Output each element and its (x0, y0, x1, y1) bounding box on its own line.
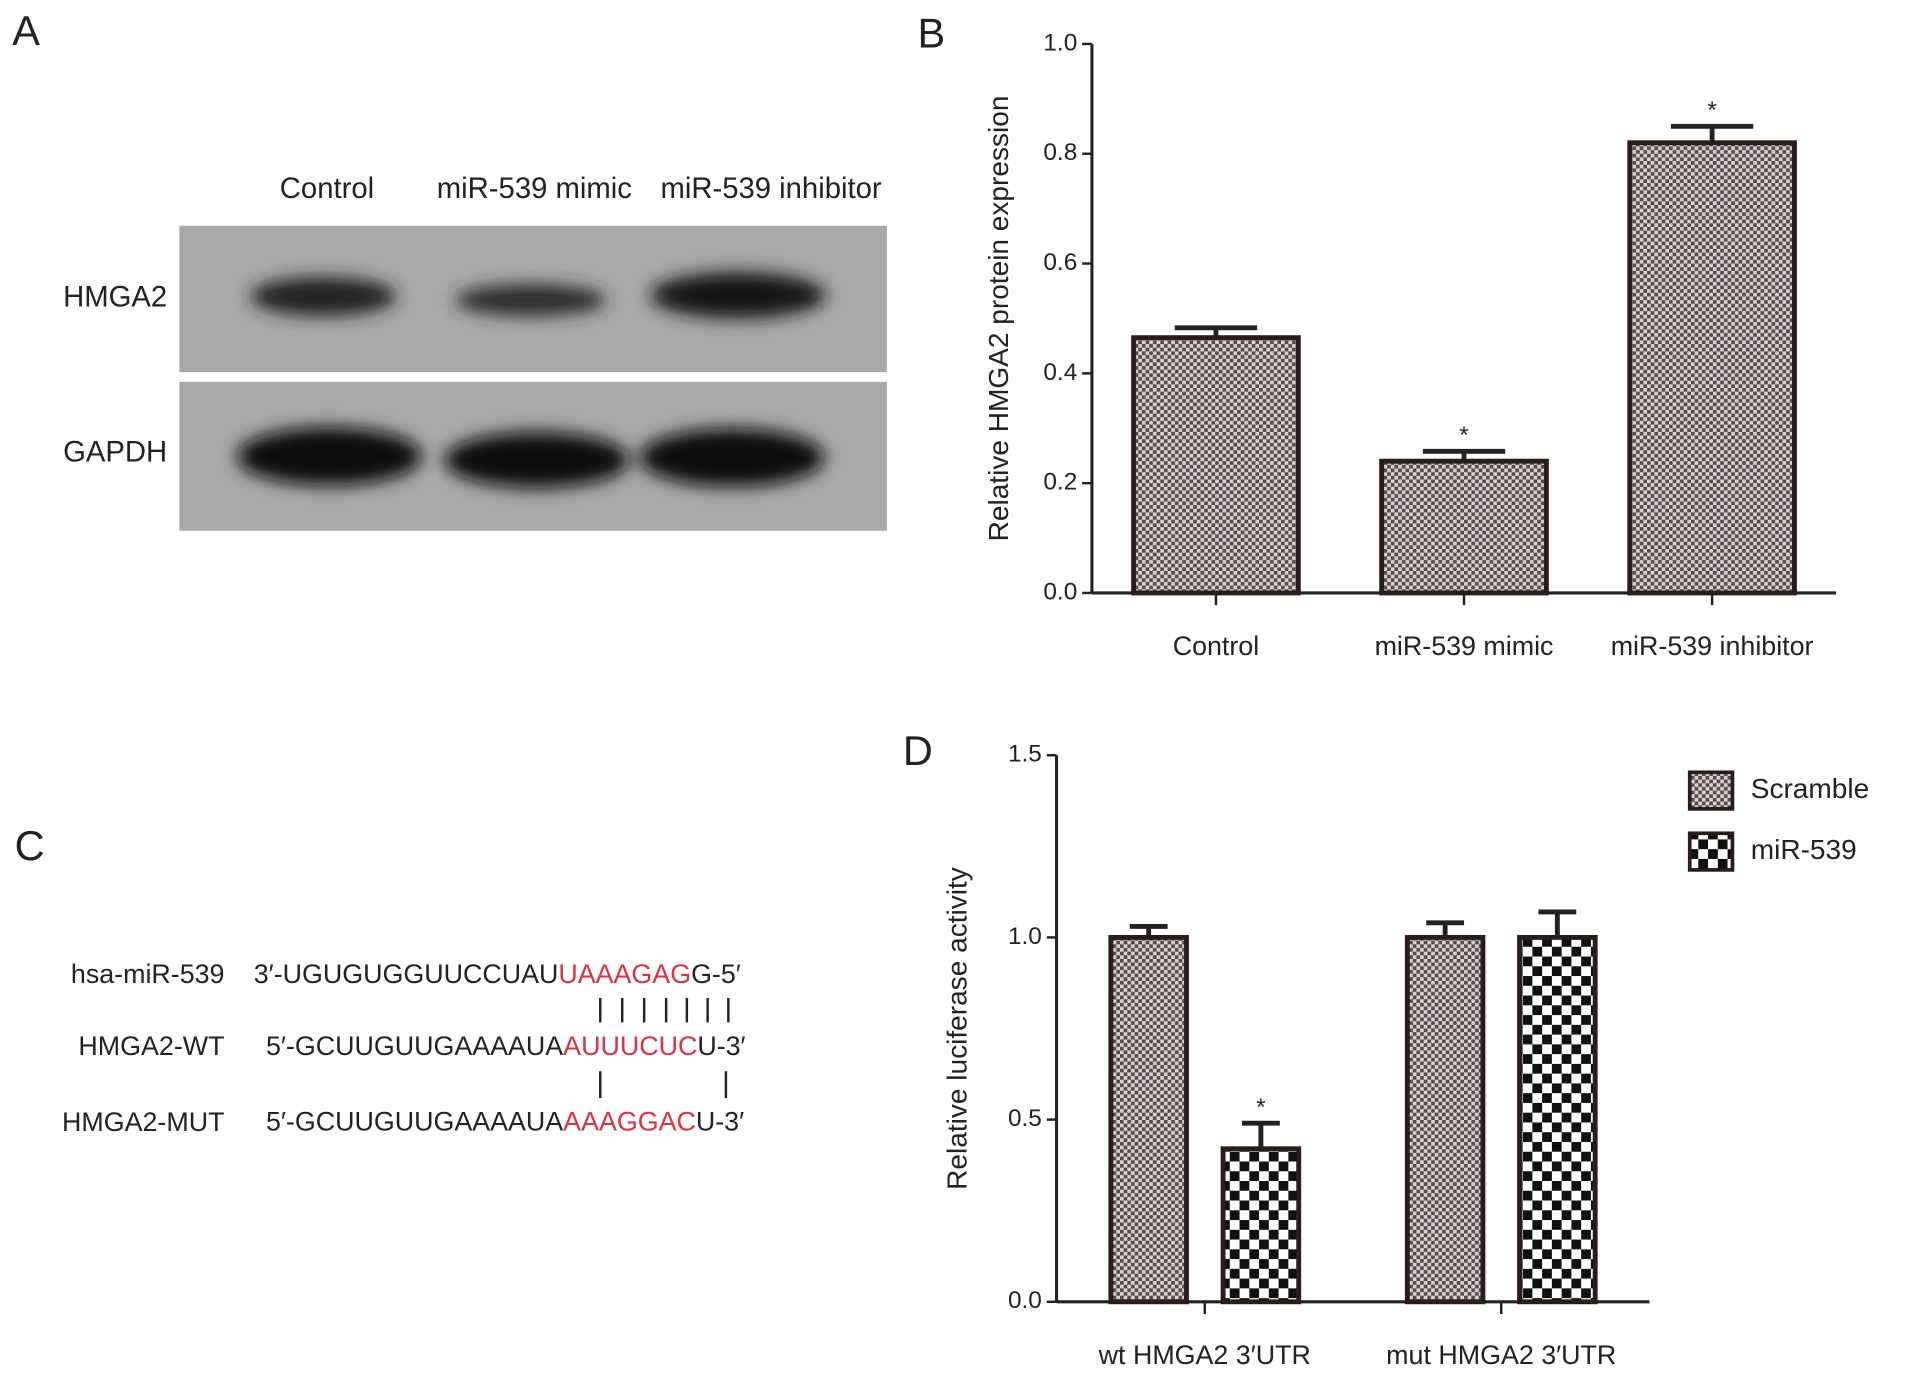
legend-label: Scramble (1751, 773, 1869, 804)
sequence-alignment: hsa-miR-539 3′-UGUGUGGUUCCUAUUAAAGAGG-5′ H… (62, 959, 746, 1137)
sequence-part: 5′-GCUUGUUGAAAAUA (266, 1107, 563, 1137)
sequence-part: U-3′ (696, 1107, 744, 1137)
y-tick-label: 0.8 (1043, 139, 1077, 166)
sequence-part: 3′-UGUGUGGUUCCUAU (254, 959, 559, 989)
panel-letter: A (12, 7, 40, 54)
y-tick-label: 0.6 (1043, 249, 1077, 276)
sequence-part: G-5′ (691, 959, 741, 989)
pairing-lines (599, 998, 730, 1099)
bar (1220, 1146, 1302, 1305)
bar (1404, 934, 1486, 1305)
row-label: GAPDH (63, 436, 167, 469)
bar (1131, 335, 1301, 596)
y-axis-label: Relative HMGA2 protein expression (983, 96, 1014, 542)
x-tick-label: Control (1173, 631, 1259, 661)
y-tick-label: 0.2 (1043, 469, 1077, 496)
sequence: 5′-GCUUGUUGAAAAUAAUUUCUCU-3′ (266, 1031, 746, 1061)
y-tick-label: 1.0 (1043, 29, 1077, 56)
bar (1108, 934, 1189, 1305)
sequence-name: hsa-miR-539 (71, 959, 225, 989)
legend-swatch (1687, 770, 1735, 811)
blot (179, 225, 887, 531)
x-tick-label: miR-539 inhibitor (1611, 631, 1814, 661)
significance-mark: * (1707, 97, 1717, 124)
sequence-name: HMGA2-MUT (62, 1107, 224, 1137)
sequence-part: U-3′ (697, 1031, 745, 1061)
y-axis-label: Relative luciferase activity (941, 867, 972, 1190)
sequence-part: 5′-GCUUGUUGAAAAUA (266, 1031, 563, 1061)
significance-mark: * (1256, 1094, 1266, 1121)
lane-label: Control (280, 172, 374, 205)
binding-site: UAAAGAG (558, 959, 691, 989)
x-tick-label: miR-539 mimic (1375, 631, 1554, 661)
bar (1517, 934, 1598, 1305)
y-tick-label: 0.5 (1008, 1105, 1042, 1132)
lane-label: miR-539 mimic (437, 172, 632, 205)
x-tick-label: mut HMGA2 3′UTR (1386, 1340, 1616, 1370)
y-tick-label: 0.0 (1008, 1287, 1042, 1314)
sequence: 3′-UGUGUGGUUCCUAUUAAAGAGG-5′ (254, 959, 741, 989)
row-label: HMGA2 (63, 281, 167, 314)
bar (1379, 458, 1549, 596)
bar (1627, 140, 1797, 596)
binding-site: AUUUCUC (563, 1031, 697, 1061)
panel-letter: D (903, 727, 933, 774)
y-tick-label: 1.5 (1008, 741, 1042, 768)
panel-letter: C (15, 822, 45, 869)
sequence: 5′-GCUUGUUGAAAAUAAAAGGACU-3′ (266, 1107, 744, 1137)
x-tick-label: wt HMGA2 3′UTR (1098, 1340, 1311, 1370)
legend-label: miR-539 (1751, 834, 1857, 865)
binding-site: AAAGGAC (563, 1107, 696, 1137)
y-tick-label: 1.0 (1008, 923, 1042, 950)
sequence-name: HMGA2-WT (78, 1031, 224, 1061)
y-tick-label: 0.0 (1043, 578, 1077, 605)
significance-mark: * (1459, 422, 1469, 449)
y-tick-label: 0.4 (1043, 359, 1077, 386)
legend-swatch (1687, 831, 1735, 872)
panel-letter: B (917, 10, 945, 57)
lane-label: miR-539 inhibitor (660, 172, 881, 205)
